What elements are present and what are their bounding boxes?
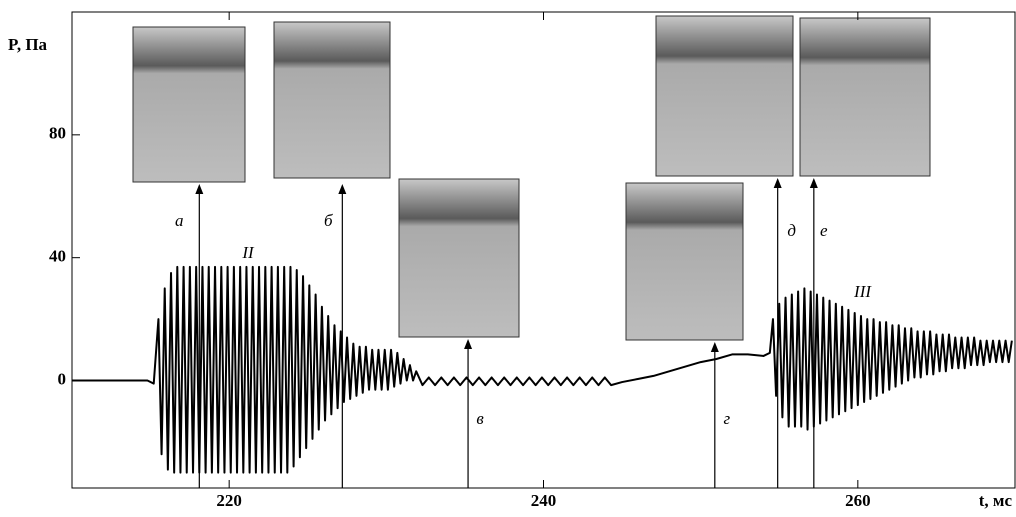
photos	[132, 15, 931, 341]
annotation-label: а	[175, 211, 184, 230]
annotation-label: в	[476, 409, 484, 428]
y-tick-label: 80	[49, 124, 66, 143]
y-tick-label: 0	[58, 369, 67, 388]
arrow-head	[195, 184, 204, 194]
photo	[273, 21, 391, 179]
annotation-label: б	[324, 211, 333, 230]
photo	[655, 15, 794, 177]
photo	[398, 178, 520, 338]
x-tick-label: 260	[845, 491, 871, 510]
arrow-head	[710, 342, 719, 352]
region-label: III	[853, 282, 872, 301]
y-axis-label: P, Па	[8, 35, 48, 54]
photo	[132, 26, 246, 183]
region-label: II	[241, 243, 255, 262]
signal-line	[72, 265, 1013, 474]
arrow-head	[809, 178, 818, 188]
x-tick-label: 220	[216, 491, 242, 510]
annotation-label: г	[723, 409, 730, 428]
arrow-head	[464, 339, 473, 349]
y-tick-label: 40	[49, 247, 66, 266]
x-axis-label: t, мс	[979, 491, 1013, 510]
annotation-label: д	[787, 221, 796, 240]
arrow-head	[773, 178, 782, 188]
annotation-label: е	[820, 221, 828, 240]
arrow-head	[338, 184, 347, 194]
photo	[799, 17, 931, 177]
photo	[625, 182, 744, 341]
x-tick-label: 240	[531, 491, 557, 510]
